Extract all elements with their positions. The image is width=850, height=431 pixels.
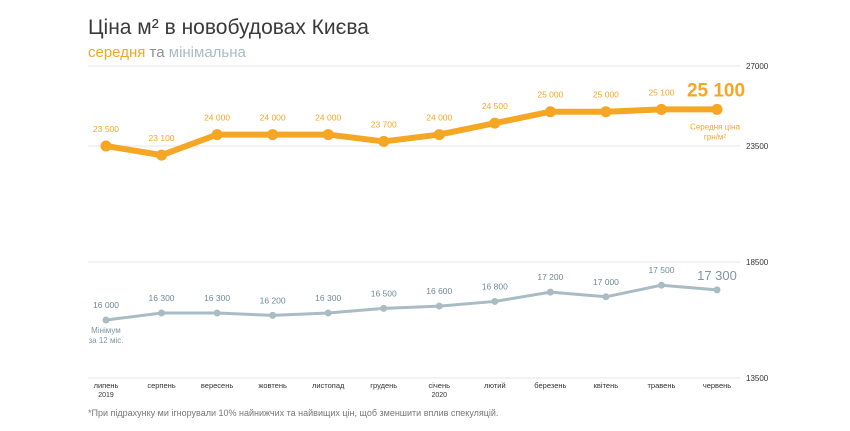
data-label-minimum: 16 500 (371, 288, 397, 298)
subtitle: середня та мінімальна (88, 44, 246, 61)
y-tick-label: 13500 (746, 374, 769, 383)
data-label-average: 23 700 (371, 119, 397, 129)
x-tick-year-label: 2019 (98, 392, 114, 399)
x-tick-label: вересень (201, 381, 233, 390)
data-label-average: 25 000 (537, 90, 563, 100)
point-minimum (491, 297, 499, 305)
point-minimum (713, 286, 721, 294)
x-tick-label: серпень (147, 381, 175, 390)
x-tick-label: червень (703, 381, 731, 390)
data-label-minimum: 16 300 (204, 293, 230, 303)
data-label-average: 24 000 (426, 113, 452, 123)
point-average (655, 103, 667, 115)
point-average (156, 149, 168, 161)
subtitle-conjunction: та (149, 44, 165, 61)
x-tick-label: грудень (370, 381, 397, 390)
page-title: Ціна м² в новобудовах Києва (88, 16, 369, 39)
series-line-average (103, 106, 720, 159)
point-average (544, 106, 556, 118)
data-label-average-last: 25 100 (687, 80, 745, 101)
data-label-average: 25 000 (593, 90, 619, 100)
x-tick-label: листопад (312, 381, 345, 390)
point-minimum (602, 293, 610, 301)
x-tick-label: березень (534, 381, 566, 390)
y-tick-label: 27000 (746, 62, 769, 71)
x-tick-label: лютий (484, 381, 506, 390)
point-minimum (435, 302, 443, 310)
subtitle-minimum: мінімальна (168, 44, 246, 61)
data-label-minimum: 17 000 (593, 277, 619, 287)
point-average (100, 140, 112, 152)
point-average (600, 106, 612, 118)
data-label-average: 24 000 (204, 113, 230, 123)
x-tick-label: січень (428, 381, 450, 390)
footnote: *При підрахунку ми ігнорували 10% найниж… (88, 408, 499, 418)
data-label-minimum: 16 800 (482, 281, 508, 291)
point-minimum (380, 304, 388, 312)
point-average (489, 117, 501, 129)
x-tick-label: травень (648, 381, 676, 390)
x-tick-label: липень (94, 381, 119, 390)
point-minimum (657, 281, 665, 289)
point-minimum (546, 288, 554, 296)
data-label-minimum: 16 300 (149, 293, 175, 303)
data-label-minimum: 16 300 (315, 293, 341, 303)
y-tick-label: 18500 (746, 258, 769, 267)
data-label-minimum-last: 17 300 (697, 268, 737, 283)
data-label-minimum: 17 200 (537, 272, 563, 282)
data-label-average: 23 500 (93, 124, 119, 134)
point-minimum (102, 316, 110, 324)
data-label-minimum: 16 000 (93, 300, 119, 310)
data-label-average: 24 000 (260, 113, 286, 123)
data-label-average: 25 100 (648, 87, 674, 97)
point-average (211, 129, 223, 141)
x-tick-year-label: 2020 (431, 392, 447, 399)
point-minimum (158, 309, 166, 317)
series-line-minimum (104, 283, 719, 322)
data-label-minimum: 16 600 (426, 286, 452, 296)
point-average (267, 129, 279, 141)
point-average (378, 135, 390, 147)
data-label-minimum: 16 200 (260, 295, 286, 305)
data-label-average: 24 500 (482, 101, 508, 111)
y-tick-label: 23500 (746, 142, 769, 151)
x-tick-label: квітень (594, 381, 619, 390)
point-minimum (213, 309, 221, 317)
series-start-sub-minimum: за 12 міс. (89, 336, 124, 345)
point-average (322, 129, 334, 141)
point-minimum (324, 309, 332, 317)
point-average (433, 129, 445, 141)
point-minimum (269, 311, 277, 319)
subtitle-average: середня (88, 44, 146, 61)
series-start-label-minimum: Мінімум (91, 326, 121, 335)
point-average (711, 103, 723, 115)
data-label-average: 24 000 (315, 113, 341, 123)
data-label-average: 23 100 (149, 133, 175, 143)
series-end-unit-average: грн/м² (704, 132, 727, 141)
data-label-minimum: 17 500 (648, 265, 674, 275)
x-tick-label: жовтень (258, 381, 287, 390)
series-end-label-average: Середня ціна (690, 122, 740, 131)
